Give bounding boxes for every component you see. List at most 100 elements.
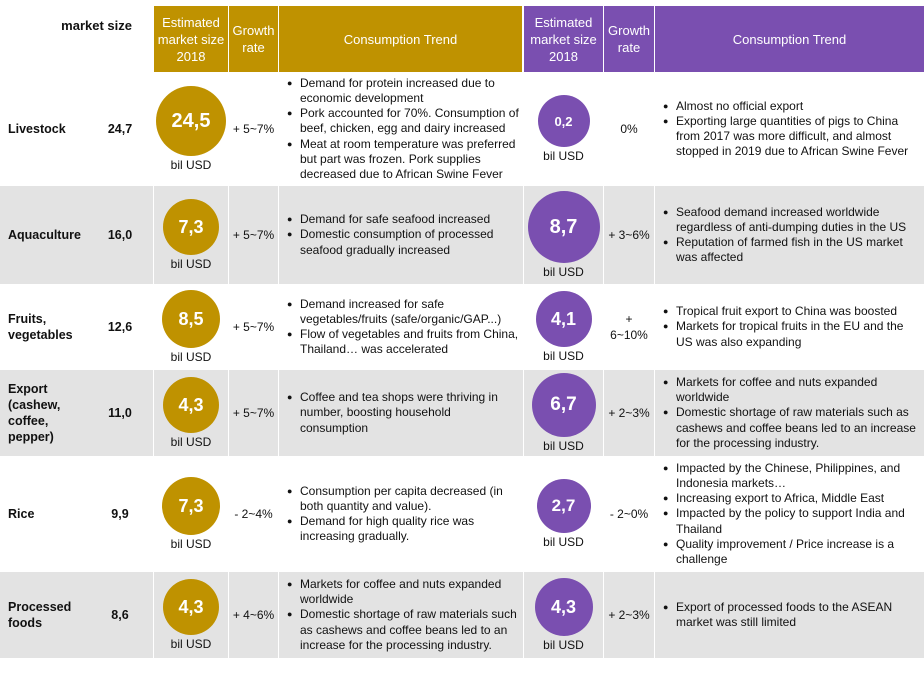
left-trend-header: Consumption Trend [279, 6, 522, 72]
right-estimated-header: Estimated market size 2018 [524, 6, 603, 72]
right-bubble-unit: bil USD [543, 638, 584, 652]
right-trend-item: Impacted by the policy to support India … [663, 506, 920, 536]
left-bubble-unit: bil USD [170, 435, 212, 449]
table-row-fruits-vegetables: Fruits, vegetables 12,6 8,5 bil USD + 5~… [0, 286, 924, 368]
right-trend-item: Markets for tropical fruits in the EU an… [663, 319, 920, 349]
left-trend-item: Markets for coffee and nuts expanded wor… [287, 577, 522, 607]
left-bubble-value: 7,3 [162, 477, 220, 535]
left-trend-item: Flow of vegetables and fruits from China… [287, 327, 522, 357]
left-trend: Markets for coffee and nuts expanded wor… [286, 572, 522, 658]
right-bubble-value: 4,3 [534, 578, 593, 636]
left-trend-item: Demand for protein increased due to econ… [287, 76, 522, 106]
left-bubble-value: 7,3 [163, 199, 219, 255]
column-divider [228, 74, 229, 658]
right-market-bubble: 2,7 bil USD [524, 458, 603, 570]
column-divider [153, 74, 154, 658]
table-row-processed-foods: Processed foods 8,6 4,3 bil USD + 4~6% M… [0, 572, 924, 658]
right-bubble-value: 8,7 [527, 191, 600, 263]
left-trend: Demand increased for safe vegetables/fru… [286, 286, 522, 368]
left-trend-item: Domestic consumption of processed seafoo… [287, 227, 522, 257]
row-name: Rice [8, 507, 35, 521]
left-bubble-unit: bil USD [170, 158, 212, 172]
row-name: Processed foods [8, 600, 72, 630]
left-trend: Coffee and tea shops were thriving in nu… [286, 370, 522, 456]
left-trend-item: Demand increased for safe vegetables/fru… [287, 297, 522, 327]
right-trend-header: Consumption Trend [655, 6, 924, 72]
right-growth-value: + 2~3% [608, 406, 650, 420]
left-trend-item: Pork accounted for 70%. Consumption of b… [287, 106, 522, 136]
right-bubble-unit: bil USD [543, 149, 584, 163]
left-growth-value: + 5~7% [232, 122, 275, 136]
table-row-export: Export (cashew, coffee, pepper) 11,0 4,3… [0, 370, 924, 456]
row-name: Aquaculture [8, 228, 81, 242]
market-size-value: 16,0 [107, 228, 133, 242]
column-divider [654, 74, 655, 658]
right-trend-item: Impacted by the Chinese, Philippines, an… [663, 461, 920, 491]
left-estimated-header: Estimated market size 2018 [154, 6, 228, 72]
column-divider [603, 74, 604, 658]
left-trend-item: Consumption per capita decreased (in bot… [287, 484, 522, 514]
left-bubble-value: 8,5 [162, 290, 220, 348]
table-row-aquaculture: Aquaculture 16,0 7,3 bil USD + 5~7% Dema… [0, 186, 924, 284]
row-name: Livestock [8, 122, 66, 136]
right-trend-item: Domestic shortage of raw materials such … [663, 405, 920, 451]
right-trend: Tropical fruit export to China was boost… [662, 286, 920, 368]
left-bubble-unit: bil USD [170, 350, 212, 364]
left-bubble-unit: bil USD [170, 537, 212, 551]
right-trend: Export of processed foods to the ASEAN m… [662, 572, 920, 658]
right-trend-item: Seafood demand increased worldwide regar… [663, 205, 920, 235]
right-trend: Markets for coffee and nuts expanded wor… [662, 370, 920, 456]
right-trend-item: Quality improvement / Price increase is … [663, 537, 920, 567]
market-size-value: 9,9 [111, 507, 129, 521]
column-divider [523, 74, 524, 658]
left-growth-value: + 5~7% [232, 320, 275, 334]
table-row-rice: Rice 9,9 7,3 bil USD - 2~4% Consumption … [0, 458, 924, 570]
right-bubble-unit: bil USD [543, 349, 584, 363]
market-size-value: 8,6 [111, 608, 129, 622]
left-growth-value: + 5~7% [232, 406, 275, 420]
right-trend-item: Almost no official export [663, 99, 920, 114]
right-bubble-value: 0,2 [537, 95, 590, 147]
left-bubble-unit: bil USD [170, 637, 212, 651]
left-market-bubble: 24,5 bil USD [154, 74, 228, 184]
right-growth-value: + 3~6% [608, 228, 650, 242]
right-market-bubble: 6,7 bil USD [524, 370, 603, 456]
left-trend-item: Demand for high quality rice was increas… [287, 514, 522, 544]
left-bubble-value: 4,3 [163, 377, 219, 433]
right-trend: Seafood demand increased worldwide regar… [662, 186, 920, 284]
right-trend-item: Reputation of farmed fish in the US mark… [663, 235, 920, 265]
left-market-bubble: 4,3 bil USD [154, 572, 228, 658]
right-market-bubble: 0,2 bil USD [524, 74, 603, 184]
left-bubble-unit: bil USD [170, 257, 212, 271]
left-trend-item: Coffee and tea shops were thriving in nu… [287, 390, 522, 436]
market-size-value: 24,7 [107, 122, 133, 136]
row-name: Fruits, vegetables [8, 312, 73, 342]
right-growth-value: + 6~10% [610, 312, 648, 342]
right-trend-item: Exporting large quantities of pigs to Ch… [663, 114, 920, 160]
right-market-bubble: 4,1 bil USD [524, 286, 603, 368]
market-size-value: 12,6 [107, 320, 133, 334]
right-trend: Impacted by the Chinese, Philippines, an… [662, 458, 920, 570]
left-market-bubble: 7,3 bil USD [154, 458, 228, 570]
right-trend-item: Tropical fruit export to China was boost… [663, 304, 920, 319]
row-name: Export (cashew, coffee, pepper) [8, 382, 61, 444]
left-bubble-value: 24,5 [156, 86, 226, 156]
right-trend-item: Markets for coffee and nuts expanded wor… [663, 375, 920, 405]
left-trend: Demand for safe seafood increased Domest… [286, 186, 522, 284]
right-bubble-value: 2,7 [536, 479, 591, 533]
right-trend: Almost no official export Exporting larg… [662, 74, 920, 184]
right-trend-item: Increasing export to Africa, Middle East [663, 491, 920, 506]
left-bubble-value: 4,3 [163, 579, 219, 635]
left-market-bubble: 4,3 bil USD [154, 370, 228, 456]
left-growth-header: Growth rate [229, 6, 278, 72]
left-growth-value: + 4~6% [232, 608, 275, 622]
right-growth-value: 0% [620, 122, 638, 136]
right-bubble-unit: bil USD [543, 265, 584, 279]
right-growth-header: Growth rate [604, 6, 654, 72]
right-growth-value: + 2~3% [608, 608, 650, 622]
column-divider [278, 74, 279, 658]
left-market-bubble: 8,5 bil USD [154, 286, 228, 368]
right-market-bubble: 8,7 bil USD [524, 186, 603, 284]
left-trend-item: Meat at room temperature was preferred b… [287, 137, 522, 183]
left-trend-item: Demand for safe seafood increased [287, 212, 522, 227]
